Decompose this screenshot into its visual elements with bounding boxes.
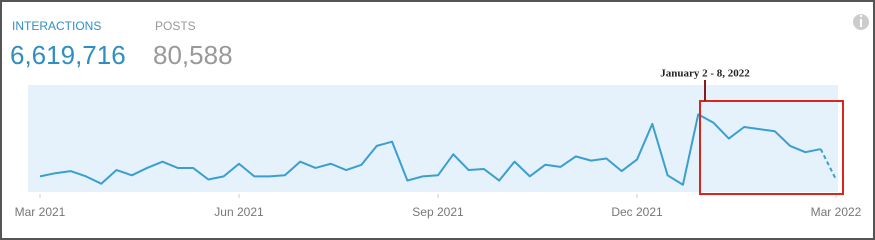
metric-label: POSTS — [155, 19, 196, 33]
info-icon[interactable] — [853, 14, 869, 30]
metric-value: 80,588 — [153, 40, 233, 70]
annotation: January 2 - 8, 2022 — [660, 68, 750, 80]
metric-label: INTERACTIONS — [12, 19, 101, 33]
plot-band — [28, 85, 838, 192]
x-tick-label: Mar 2021 — [15, 205, 66, 219]
info-glyph[interactable] — [860, 19, 862, 27]
x-tick-label: Mar 2022 — [811, 205, 862, 219]
plot: Mar 2021 Jun 2021 Sep 2021 Dec 2021 Mar 2022 — [15, 113, 862, 219]
x-tick-label: Jun 2021 — [214, 205, 264, 219]
highlight-box — [699, 100, 844, 195]
line-series — [39, 113, 821, 186]
info-dot[interactable] — [859, 14, 863, 18]
x-tick-label: Sep 2021 — [412, 205, 464, 219]
x-tick-label: Dec 2021 — [611, 205, 663, 219]
metric-value: 6,619,716 — [10, 40, 126, 70]
line-partial — [819, 148, 837, 180]
